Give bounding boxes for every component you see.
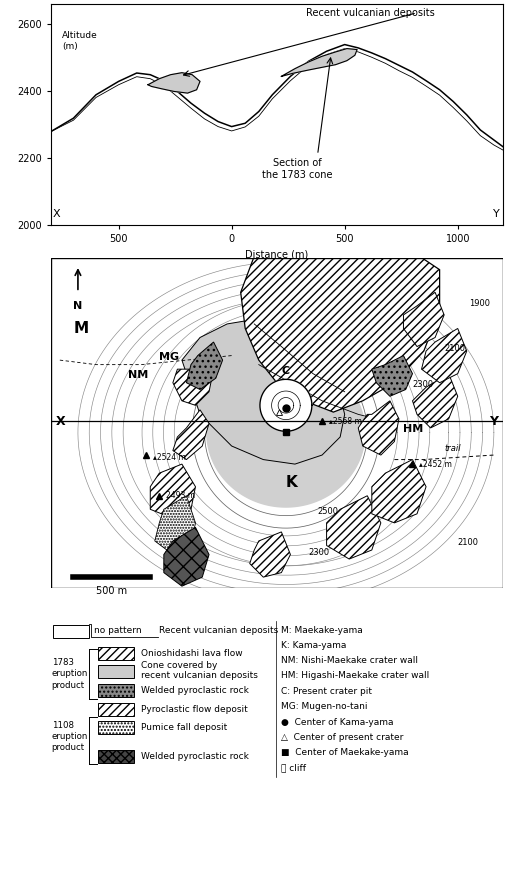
Text: 500 m: 500 m <box>97 586 128 597</box>
Text: 2300: 2300 <box>308 548 330 556</box>
Polygon shape <box>327 496 381 559</box>
Text: Onioshidashi lava flow: Onioshidashi lava flow <box>141 649 243 658</box>
Text: no pattern: no pattern <box>94 626 141 635</box>
Text: Recent vulcanian deposits: Recent vulcanian deposits <box>160 626 278 635</box>
Polygon shape <box>403 293 444 347</box>
Polygon shape <box>250 532 291 577</box>
Text: Pumice fall deposit: Pumice fall deposit <box>141 723 228 732</box>
Text: Welded pyroclastic rock: Welded pyroclastic rock <box>141 686 249 695</box>
Text: ⮥ cliff: ⮥ cliff <box>281 763 306 773</box>
Text: ■  Center of Maekake-yama: ■ Center of Maekake-yama <box>281 748 409 757</box>
Polygon shape <box>150 464 196 519</box>
Text: Welded pyroclastic rock: Welded pyroclastic rock <box>141 752 249 760</box>
Text: 2100: 2100 <box>458 539 479 548</box>
Text: trail: trail <box>444 443 461 453</box>
Polygon shape <box>164 527 209 586</box>
Polygon shape <box>372 356 412 396</box>
Text: 2500: 2500 <box>318 507 338 516</box>
Polygon shape <box>148 73 200 93</box>
Bar <box>98 721 135 734</box>
Polygon shape <box>173 351 213 406</box>
Text: Cone covered by
recent vulcanian deposits: Cone covered by recent vulcanian deposit… <box>141 661 258 680</box>
Text: MG: MG <box>160 352 179 362</box>
Text: K: Kama-yama: K: Kama-yama <box>281 641 347 651</box>
Polygon shape <box>182 320 344 464</box>
Text: NM: NM <box>128 371 148 380</box>
Text: 1108
eruption
product: 1108 eruption product <box>52 721 88 752</box>
X-axis label: Distance (m): Distance (m) <box>245 250 308 260</box>
Text: 1783
eruption
product: 1783 eruption product <box>52 659 88 689</box>
Bar <box>98 750 135 763</box>
Polygon shape <box>412 374 458 428</box>
Text: ▴2524 m: ▴2524 m <box>152 453 185 462</box>
Text: Recent vulcanian deposits: Recent vulcanian deposits <box>306 8 435 18</box>
Text: MG: Mugen-no-tani: MG: Mugen-no-tani <box>281 702 368 710</box>
Polygon shape <box>422 328 467 383</box>
Bar <box>98 647 135 661</box>
Text: M: Maekake-yama: M: Maekake-yama <box>281 626 363 635</box>
Text: X: X <box>53 208 60 219</box>
Text: C: C <box>281 365 290 376</box>
Polygon shape <box>281 48 357 76</box>
Polygon shape <box>260 379 312 431</box>
Polygon shape <box>372 460 426 523</box>
Text: Y: Y <box>489 414 498 427</box>
Text: Pyroclastic flow deposit: Pyroclastic flow deposit <box>141 704 248 714</box>
Polygon shape <box>186 342 223 390</box>
Text: 2493 m: 2493 m <box>166 491 195 500</box>
Text: △  Center of present crater: △ Center of present crater <box>281 733 404 742</box>
Text: ▴2568 m: ▴2568 m <box>329 417 362 426</box>
Text: NM: Nishi-Maekake crater wall: NM: Nishi-Maekake crater wall <box>281 656 419 666</box>
Text: K: K <box>286 475 298 490</box>
Polygon shape <box>173 410 209 460</box>
Text: Altitude
(m): Altitude (m) <box>62 32 98 51</box>
Text: M: M <box>74 321 88 336</box>
Text: 2300: 2300 <box>412 380 434 389</box>
Text: X: X <box>55 414 65 427</box>
Text: ▴2452 m: ▴2452 m <box>419 460 452 469</box>
Text: 1900: 1900 <box>469 299 490 307</box>
Text: HM: HM <box>403 425 424 434</box>
Polygon shape <box>155 496 196 555</box>
Bar <box>53 625 89 638</box>
Text: C: Present crater pit: C: Present crater pit <box>281 687 372 696</box>
Bar <box>98 666 135 679</box>
Polygon shape <box>207 358 365 507</box>
Text: Y: Y <box>493 208 499 219</box>
Text: 2100: 2100 <box>444 344 465 353</box>
Text: ●  Center of Kama-yama: ● Center of Kama-yama <box>281 718 394 727</box>
Text: N: N <box>73 301 83 311</box>
Polygon shape <box>358 401 399 455</box>
Bar <box>98 684 135 697</box>
Text: HM: Higashi-Maekake crater wall: HM: Higashi-Maekake crater wall <box>281 672 430 681</box>
Text: Section of
the 1783 cone: Section of the 1783 cone <box>262 159 332 180</box>
Polygon shape <box>241 256 439 412</box>
Bar <box>98 703 135 716</box>
